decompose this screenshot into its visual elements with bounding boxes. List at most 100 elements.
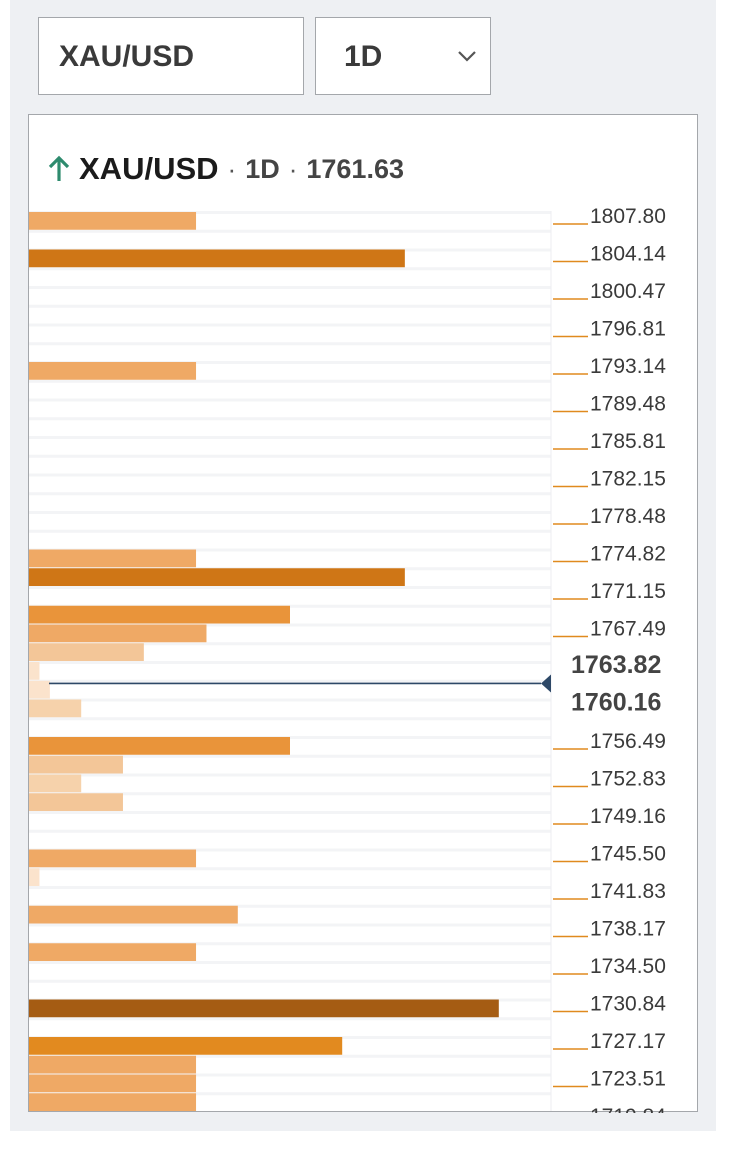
chart-plot: 1807.80 1804.14 1800.47 1796.81 1793.14 1789.… [29, 205, 666, 1113]
price-level-label: 1723.51 [590, 1068, 666, 1091]
grid-line [29, 923, 551, 927]
bar [29, 868, 40, 886]
symbol-value: XAU/USD [59, 40, 195, 73]
bar [29, 905, 238, 924]
bar [29, 943, 197, 961]
bar [29, 699, 82, 718]
bar [29, 662, 40, 680]
price-level-label: 1774.82 [590, 543, 666, 566]
grid-line [29, 886, 551, 889]
grid-line [29, 454, 551, 458]
chart-title-timeframe: 1D [245, 153, 280, 184]
grid-line [29, 1017, 551, 1021]
grid-line [29, 642, 551, 646]
chevron-down-icon[interactable] [456, 49, 478, 63]
title-separator: · [288, 153, 298, 184]
grid-line [29, 511, 551, 514]
grid-line [29, 754, 551, 758]
grid-line [29, 1054, 551, 1058]
grid-line [29, 717, 551, 721]
grid-line [29, 229, 551, 233]
price-level-label: 1745.50 [590, 843, 666, 866]
current-level-label: 1760.16 [571, 689, 661, 717]
chart-card: 1807.80 1804.14 1800.47 1796.81 1793.14 1789.… [28, 114, 698, 1113]
bar [29, 568, 405, 586]
grid-line [29, 323, 551, 327]
price-level-label: 1793.14 [590, 355, 666, 378]
grid-line [29, 529, 551, 533]
grid-line [29, 379, 551, 383]
grid-line [29, 623, 551, 627]
bar [29, 793, 123, 811]
price-level-label: 1789.48 [590, 393, 666, 416]
price-level-label: 1785.81 [590, 430, 666, 453]
grid-line [29, 904, 551, 908]
arrow-up-icon [48, 155, 70, 181]
grid-line [29, 848, 551, 852]
grid-line [29, 211, 551, 214]
current-level-label: 1763.82 [571, 651, 661, 679]
bar [29, 999, 499, 1018]
grid-line [29, 979, 551, 983]
bar [29, 1037, 343, 1055]
grid-line [29, 267, 551, 271]
price-level-label: 1738.17 [590, 918, 666, 941]
grid-line [29, 679, 551, 683]
bar [29, 680, 50, 699]
chart-title: XAU/USD · 1D · 1761.63 [47, 151, 404, 187]
grid-line [29, 867, 551, 871]
price-level-label: 1767.49 [590, 618, 666, 641]
price-level-label: 1804.14 [590, 243, 666, 266]
timeframe-value: 1D [344, 40, 383, 73]
bar [29, 362, 197, 380]
grid-line [29, 286, 551, 289]
title-separator: · [227, 153, 237, 184]
bar [29, 624, 207, 643]
grid-line [29, 942, 551, 946]
grid-line [29, 586, 551, 589]
grid-line [29, 698, 551, 702]
grid-line [29, 792, 551, 796]
price-level-label: 1719.84 [590, 1105, 666, 1113]
bar [29, 755, 123, 774]
chart-title-price: 1761.63 [306, 153, 404, 184]
grid-line [29, 1092, 551, 1096]
current-price-marker [541, 674, 551, 693]
bar [29, 737, 290, 755]
grid-line [29, 492, 551, 496]
grid-line [29, 1073, 551, 1077]
grid-line [29, 342, 551, 346]
grid-line [29, 398, 551, 402]
grid-line [29, 661, 551, 664]
price-level-label: 1778.48 [590, 505, 666, 528]
bar [29, 249, 405, 268]
bar [29, 1093, 197, 1111]
grid-line [29, 304, 551, 308]
price-level-label: 1771.15 [590, 580, 666, 603]
grid-line [29, 361, 551, 364]
price-level-label: 1756.49 [590, 730, 666, 753]
grid-line [29, 473, 551, 477]
bar [29, 1055, 197, 1074]
price-level-label: 1796.81 [590, 318, 666, 341]
price-level-label: 1749.16 [590, 805, 666, 828]
price-level-label: 1741.83 [590, 880, 666, 903]
bar [29, 212, 197, 230]
grid-line [29, 773, 551, 777]
price-level-label: 1782.15 [590, 468, 666, 491]
price-level-label: 1752.83 [590, 768, 666, 791]
timeframe-dropdown[interactable]: 1D [315, 17, 491, 95]
grid-line [29, 961, 551, 964]
grid-line [29, 811, 551, 814]
bar [29, 643, 144, 661]
bar [29, 849, 197, 868]
grid-line [29, 417, 551, 421]
price-level-label: 1727.17 [590, 1030, 666, 1053]
bar [29, 549, 197, 568]
chart-title-symbol: XAU/USD [79, 151, 219, 186]
grid-line [29, 548, 551, 552]
grid-line [29, 829, 551, 833]
bar [29, 1074, 197, 1093]
grid-line [29, 436, 551, 439]
symbol-selector[interactable]: XAU/USD [38, 17, 304, 95]
